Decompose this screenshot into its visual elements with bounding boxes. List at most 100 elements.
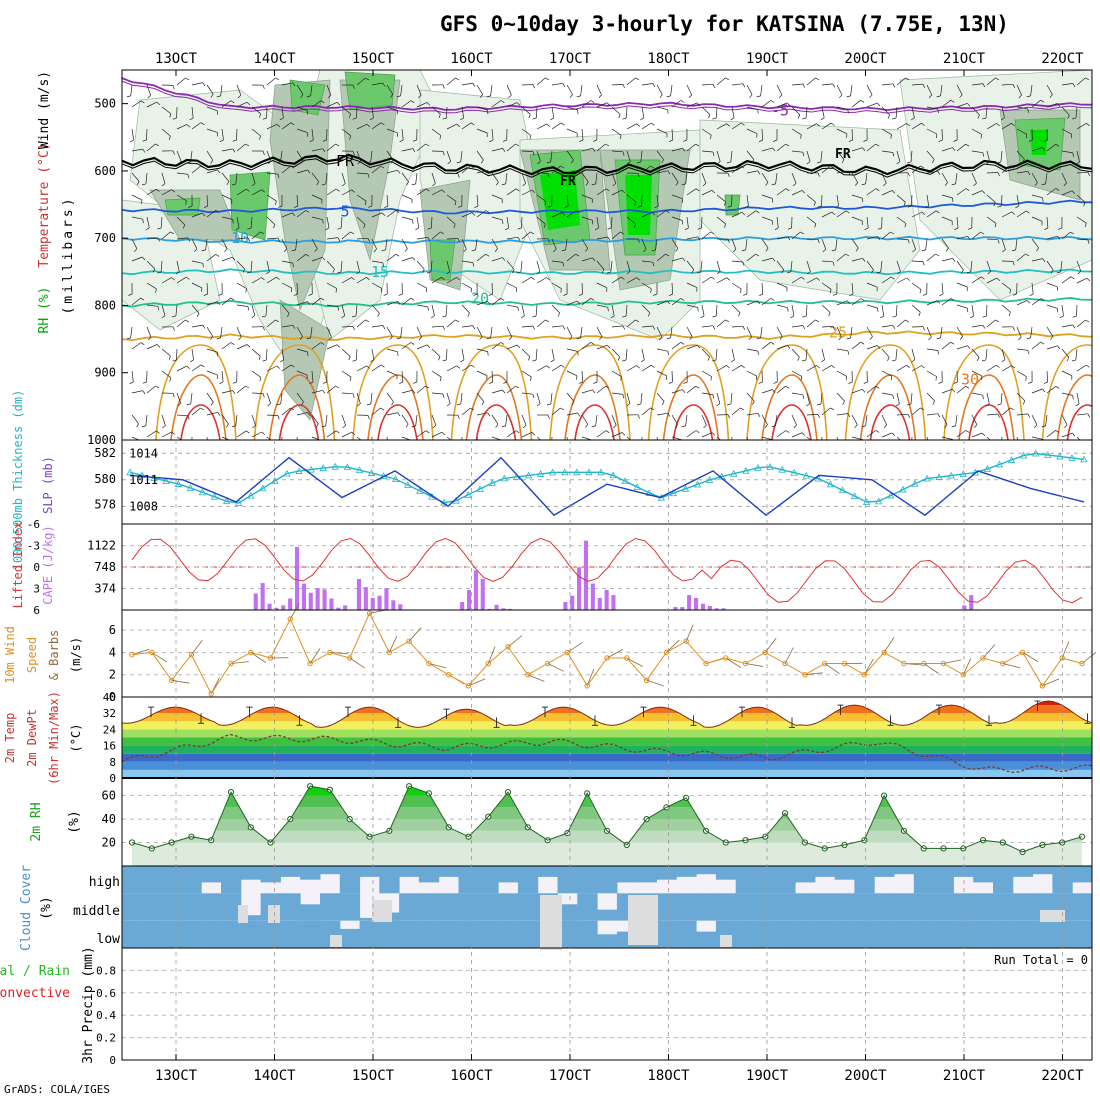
barb-upper	[836, 128, 848, 135]
barb-upper-flag	[460, 359, 465, 363]
barb-upper-flag	[937, 350, 940, 355]
barb-upper	[371, 82, 383, 86]
barb-upper	[881, 348, 890, 358]
barb-upper	[986, 413, 999, 416]
barb-upper-flag	[276, 403, 281, 406]
barb-upper	[1031, 147, 1043, 152]
barb-upper	[881, 172, 887, 184]
barb-upper-flag	[724, 201, 726, 206]
barb-upper-flag	[936, 95, 941, 98]
barb-upper	[656, 300, 668, 306]
barb-upper-flag	[855, 247, 859, 252]
barb-upper-flag	[980, 134, 982, 139]
cape-bar	[563, 602, 568, 610]
barb-upper	[656, 436, 658, 440]
cloud-high-cell	[418, 866, 440, 883]
barb-upper	[221, 216, 233, 220]
barb-upper-flag	[501, 183, 506, 186]
barb-upper-flag	[742, 83, 746, 88]
barb-upper-flag	[189, 359, 194, 363]
barb-upper-flag	[928, 336, 932, 341]
barb-upper	[791, 190, 803, 196]
barb-upper	[521, 106, 531, 115]
barb-upper-flag	[357, 403, 361, 407]
barb-upper	[956, 188, 967, 196]
barb-upper	[536, 77, 546, 86]
ylabel-temp-16: 16	[103, 740, 116, 753]
barb-upper	[746, 392, 755, 402]
wind-barb	[289, 603, 300, 620]
barb-upper-flag	[474, 205, 479, 209]
wind-point	[683, 638, 689, 644]
barb-upper-flag	[742, 326, 746, 330]
barb-upper-flag	[562, 325, 566, 330]
barb-upper-flag	[637, 238, 640, 243]
barb-upper-flag	[658, 336, 663, 341]
cloud-middle-cell	[775, 893, 796, 921]
barb-upper	[986, 392, 990, 404]
barb-upper	[490, 84, 493, 96]
contour-label-25: 25	[829, 323, 847, 341]
barb-upper	[656, 170, 668, 174]
cloud-middle-cell	[933, 893, 954, 921]
cape-bar	[267, 603, 272, 610]
cloud-middle-cell	[221, 893, 242, 921]
barb-upper	[896, 436, 901, 440]
barb-upper-flag	[1029, 293, 1034, 297]
barb-upper-flag	[201, 249, 206, 252]
barb-upper-flag	[697, 344, 701, 349]
barb-upper-flag	[712, 84, 716, 88]
barb-upper-flag	[1012, 261, 1015, 266]
barb-upper	[415, 414, 418, 426]
barb-upper	[731, 260, 744, 263]
barb-upper-flag	[277, 174, 280, 179]
barb-upper	[941, 100, 951, 108]
barb-upper-flag	[907, 205, 912, 208]
barb-upper	[401, 238, 408, 249]
barb-upper-flag	[520, 315, 525, 319]
barb-upper-flag	[316, 181, 320, 186]
barb-upper-flag	[397, 301, 401, 305]
barb-upper-flag	[665, 253, 670, 257]
barb-upper-flag	[315, 423, 319, 428]
barb-upper	[821, 282, 832, 290]
barb-upper-flag	[1000, 117, 1005, 121]
barb-upper	[746, 170, 758, 174]
barb-upper-flag	[252, 425, 256, 429]
barb-upper	[731, 238, 737, 250]
barb-upper	[221, 100, 232, 108]
barb-upper	[536, 319, 546, 328]
barb-upper-flag	[337, 306, 340, 311]
barb-upper	[1031, 99, 1041, 108]
warm-arch-outer-0	[155, 344, 237, 440]
barb-upper	[326, 344, 338, 350]
barb-upper-flag	[276, 161, 281, 164]
barb-upper	[896, 194, 906, 203]
barb-upper-flag	[235, 227, 240, 231]
shared-axes: 13OCT13OCT14OCT14OCT15OCT15OCT16OCT16OCT…	[121, 51, 1093, 1084]
barb-upper	[881, 128, 892, 135]
barb-upper-flag	[895, 403, 900, 407]
barb-upper-flag	[471, 212, 476, 216]
barb-upper-flag	[712, 394, 715, 399]
barb-upper	[265, 348, 268, 361]
barb-upper	[221, 128, 224, 140]
barb-upper	[371, 122, 382, 130]
barb-upper-flag	[279, 117, 284, 121]
barb-upper-flag	[738, 312, 741, 317]
barb-upper-flag	[982, 117, 987, 120]
barb-upper-flag	[142, 256, 146, 261]
barb-upper-flag	[210, 336, 213, 340]
xlabel-top-15OCT: 15OCT	[352, 51, 395, 67]
barb-upper-flag	[1070, 231, 1075, 235]
ylabel-temp2m-c: (6hr Min/Max)	[47, 691, 61, 785]
barb-upper	[1016, 300, 1028, 306]
barb-upper-flag	[351, 431, 356, 436]
barb-upper-flag	[1043, 381, 1048, 384]
barb-upper-flag	[1063, 182, 1067, 187]
barb-upper	[491, 172, 499, 183]
cape-bar	[680, 607, 685, 610]
barb-upper-flag	[425, 385, 430, 389]
wind-barb	[349, 657, 365, 669]
barb-upper	[296, 84, 304, 95]
